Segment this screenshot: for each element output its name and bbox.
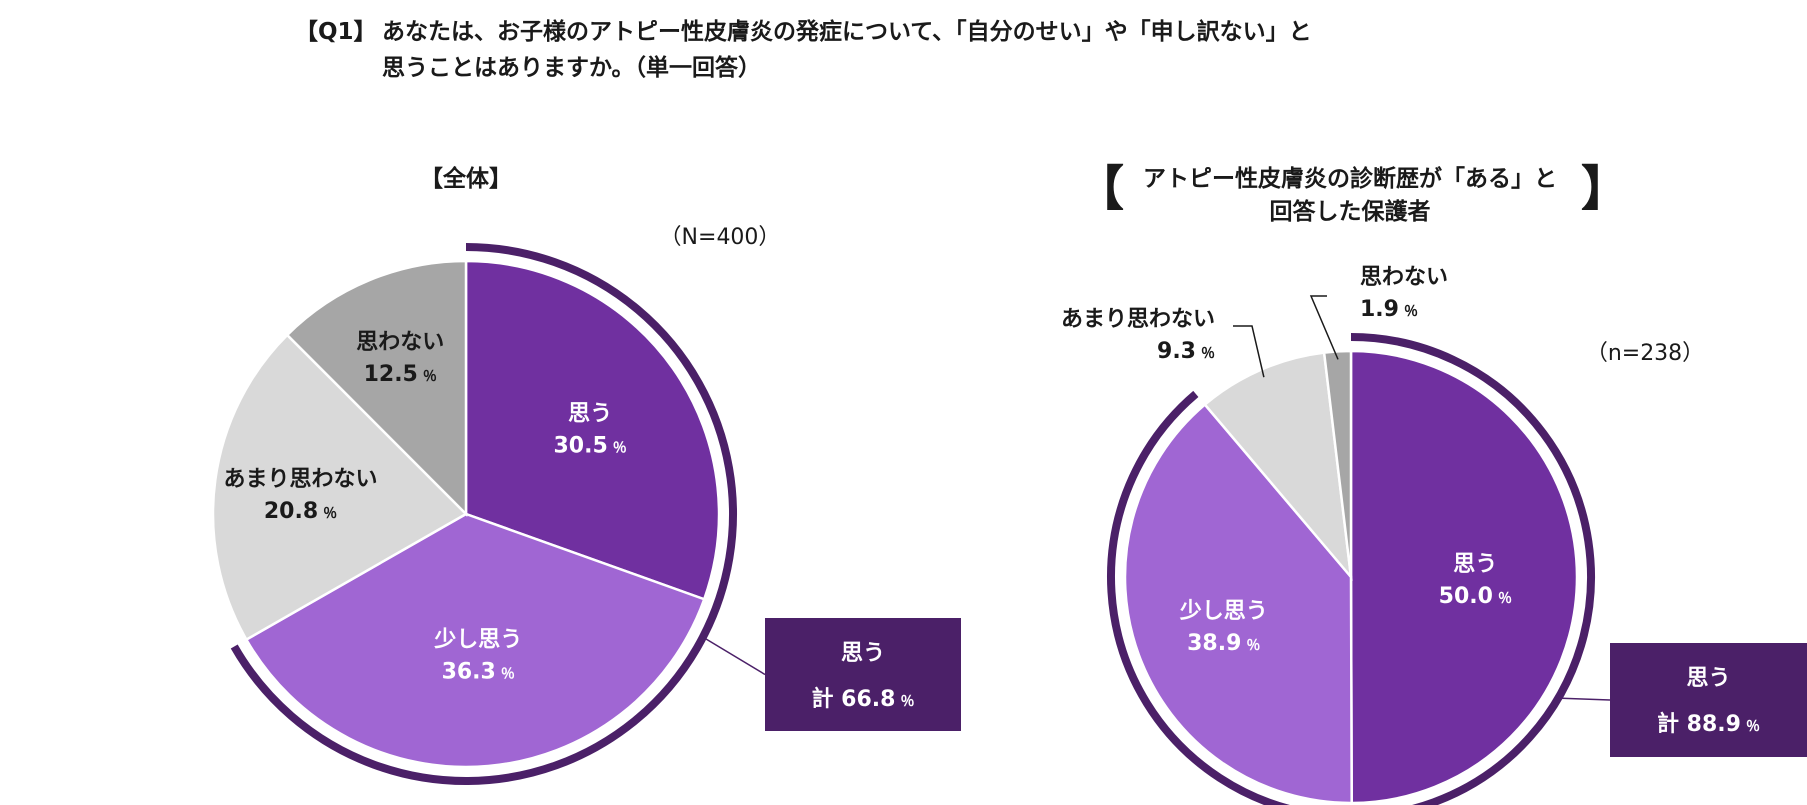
chart2-label-sukoshi-omou: 少し思う bbox=[1179, 599, 1268, 624]
chart1-total-arc bbox=[230, 243, 737, 785]
chart1-slice-omou bbox=[464, 259, 721, 601]
chart2-leader-amari-omowanai bbox=[1233, 325, 1265, 378]
chart2-n-label: （n=238） bbox=[1586, 341, 1704, 366]
chart2-slice-amari-omowanai bbox=[1203, 351, 1353, 581]
chart1-label-sukoshi-omou: 少し思う bbox=[433, 628, 522, 653]
chart2-total-arc bbox=[1107, 333, 1595, 805]
chart1-title: 【全体】 bbox=[420, 165, 512, 192]
chart1-label-omowanai: 思わない bbox=[356, 330, 444, 355]
chart2-slice-sukoshi-omou bbox=[1123, 402, 1353, 805]
chart1-slice-amari-omowanai bbox=[211, 333, 469, 642]
question-tag: 【Q1】 bbox=[295, 19, 377, 45]
chart2-total-box bbox=[1610, 643, 1807, 757]
chart2-title-bracket-right: 】 bbox=[1581, 161, 1629, 217]
chart2-total-box-label: 思う bbox=[1686, 666, 1730, 691]
chart2-value-amari-omowanai: 9.3 ％ bbox=[1157, 339, 1215, 364]
chart2-label-omowanai: 思わない bbox=[1360, 265, 1448, 290]
chart2-title-bracket-left: 【 bbox=[1076, 161, 1124, 217]
chart2-label-amari-omowanai: あまり思わない bbox=[1061, 307, 1215, 332]
chart1-n-label: （N=400） bbox=[660, 225, 781, 250]
chart2-value-omowanai: 1.9 ％ bbox=[1360, 297, 1418, 322]
chart1-label-omou: 思う bbox=[568, 402, 612, 427]
chart2-label-omou: 思う bbox=[1453, 552, 1497, 577]
chart2-total-leader bbox=[1558, 697, 1611, 701]
chart1-total-leader bbox=[702, 636, 766, 676]
chart2-title-line1: アトピー性皮膚炎の診断歴が「ある」と bbox=[1143, 165, 1557, 192]
chart2-slice-omowanai bbox=[1322, 349, 1353, 578]
chart1-slice-omowanai bbox=[285, 259, 468, 518]
chart1-label-amari-omowanai: あまり思わない bbox=[223, 467, 377, 492]
question-text-line2: 思うことはありますか。（単一回答） bbox=[382, 55, 762, 81]
chart1-total-box-label: 思う bbox=[841, 641, 885, 666]
chart1-slice-sukoshi-omou bbox=[244, 512, 706, 769]
chart2-slice-omou bbox=[1349, 349, 1579, 805]
chart2-title-line2: 回答した保護者 bbox=[1270, 198, 1431, 225]
chart2-value-omou: 50.0 ％ bbox=[1439, 584, 1512, 609]
chart2-leader-omowanai bbox=[1309, 295, 1339, 360]
chart1-total-box bbox=[765, 618, 961, 731]
question-text-line1: あなたは、お子様のアトピー性皮膚炎の発症について、「自分のせい」や「申し訳ない」… bbox=[382, 19, 1312, 45]
